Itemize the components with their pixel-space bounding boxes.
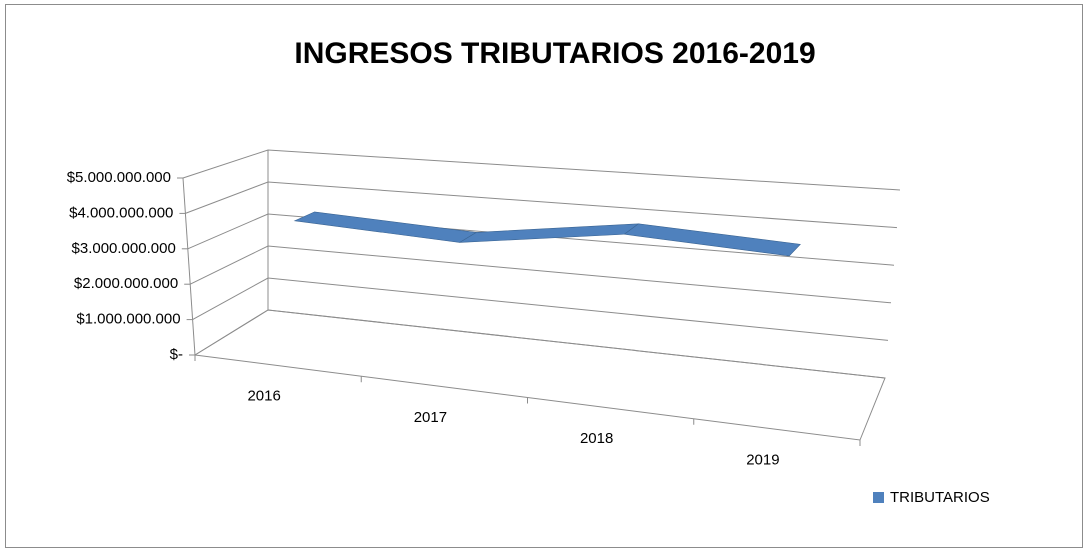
grid-line [182,149,901,191]
grid-line [187,213,895,266]
chart-border [5,4,1083,548]
legend-label: TRIBUTARIOS [890,489,990,506]
y-tick-label: $3.000.000.000 [72,240,176,257]
y-tick-label: $- [170,346,183,363]
chart-title: INGRESOS TRIBUTARIOS 2016-2019 [294,37,815,70]
y-tick-label: $4.000.000.000 [69,204,173,221]
x-tick-label: 2018 [580,430,613,447]
grid-line [192,277,889,341]
y-axis [182,177,196,356]
grid-line [194,309,886,379]
y-tick-label: $2.000.000.000 [74,275,178,292]
ribbon-segment [623,223,801,257]
x-tick-label: 2016 [247,388,280,405]
legend-swatch [873,492,884,503]
grid-line [185,181,898,229]
y-tick-label: $1.000.000.000 [76,311,180,328]
grid-line [189,245,892,304]
y-tick-label: $5.000.000.000 [67,169,171,186]
x-tick-label: 2017 [414,409,447,426]
x-tick-label: 2019 [746,451,779,468]
